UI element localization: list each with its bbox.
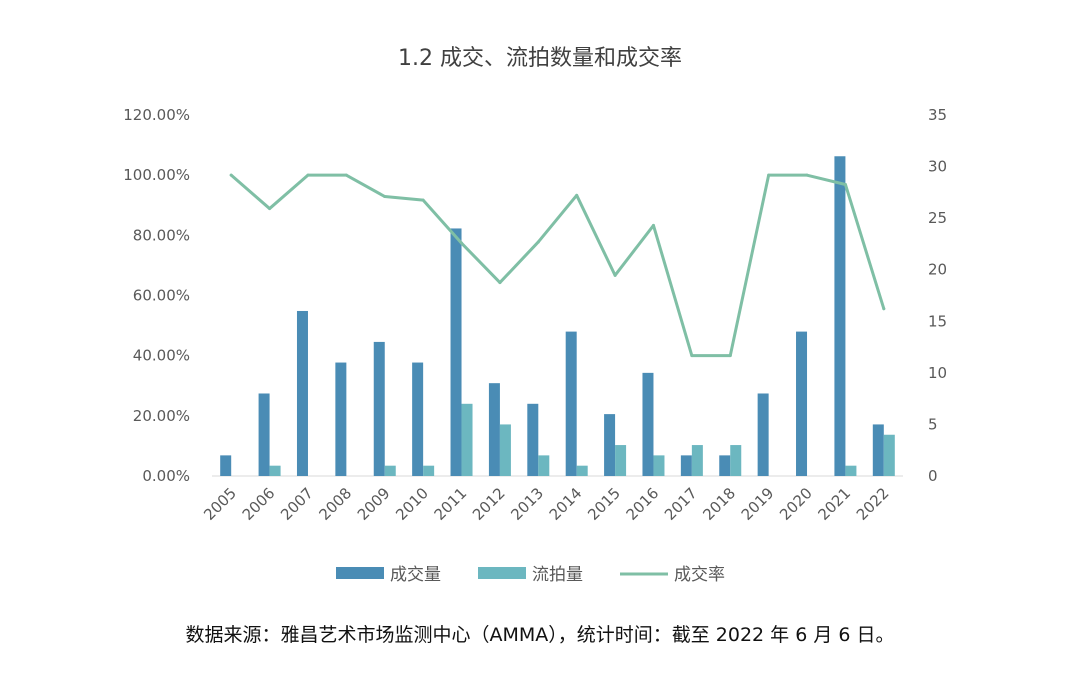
bar-deal-volume <box>220 455 232 476</box>
bar-deal-volume <box>680 455 692 476</box>
bar-deal-volume <box>642 372 654 476</box>
line-deal-rate-point <box>575 193 579 197</box>
line-deal-rate-point <box>383 195 387 199</box>
line-deal-rate-point <box>268 207 272 211</box>
line-deal-rate-point <box>229 173 233 177</box>
line-deal-rate-point <box>498 281 502 285</box>
x-tick-label: 2019 <box>738 484 778 524</box>
x-tick-label: 2008 <box>315 484 355 524</box>
right-tick-label: 10 <box>928 364 947 382</box>
source-note: 数据来源：雅昌艺术市场监测中心（AMMA），统计时间：截至 2022 年 6 月… <box>185 624 895 646</box>
x-tick-label: 2011 <box>431 484 471 524</box>
x-tick-label: 2017 <box>661 484 701 524</box>
bar-unsold-volume <box>499 424 511 476</box>
left-tick-label: 60.00% <box>133 287 190 305</box>
x-tick-label: 2020 <box>776 484 816 524</box>
x-axis-ticks: 2005200620072008200920102011201220132014… <box>200 484 892 524</box>
x-tick-label: 2013 <box>507 484 547 524</box>
bar-unsold-volume <box>576 465 588 476</box>
x-tick-label: 2006 <box>239 484 279 524</box>
line-deal-rate-point <box>882 307 886 311</box>
bar-deal-volume <box>604 414 616 476</box>
x-tick-label: 2014 <box>546 484 586 524</box>
left-tick-label: 100.00% <box>123 166 190 184</box>
bar-deal-volume <box>527 403 539 476</box>
bar-unsold-volume <box>730 445 742 476</box>
bar-unsold-volume <box>883 434 895 476</box>
right-tick-label: 5 <box>928 415 938 433</box>
legend-swatch <box>478 567 526 579</box>
x-tick-label: 2007 <box>277 484 317 524</box>
bar-unsold-volume <box>423 465 435 476</box>
left-tick-label: 120.00% <box>123 106 190 124</box>
left-y-axis: 0.00% 20.00% 40.00% 60.00% 80.00% 100.00% 120.… <box>123 106 190 485</box>
x-tick-label: 2012 <box>469 484 509 524</box>
bar-deal-volume <box>757 393 769 476</box>
bar-unsold-volume <box>691 445 703 476</box>
right-tick-label: 30 <box>928 158 947 176</box>
legend-swatch <box>336 567 384 579</box>
combo-chart: 0.00% 20.00% 40.00% 60.00% 80.00% 100.00% 120.… <box>123 106 947 585</box>
right-tick-label: 15 <box>928 312 947 330</box>
x-tick-label: 2009 <box>354 484 394 524</box>
bar-unsold-volume <box>269 465 281 476</box>
x-tick-label: 2018 <box>699 484 739 524</box>
line-deal-rate-point <box>767 173 771 177</box>
legend-label: 成交量 <box>390 565 441 585</box>
line-deal-rate-point <box>805 173 809 177</box>
x-tick-label: 2005 <box>200 484 240 524</box>
left-tick-label: 20.00% <box>133 407 190 425</box>
x-tick-label: 2021 <box>815 484 855 524</box>
line-deal-rate-point <box>728 354 732 358</box>
bar-unsold-volume <box>461 403 473 476</box>
legend-label: 流拍量 <box>532 565 583 585</box>
right-y-axis: 0 5 10 15 20 25 30 35 <box>928 106 947 485</box>
line-deal-rate-point <box>613 273 617 277</box>
bar-deal-volume <box>412 362 424 476</box>
x-tick-label: 2022 <box>853 484 893 524</box>
bar-deal-volume <box>296 310 308 476</box>
bar-deal-volume <box>872 424 884 476</box>
legend: 成交量 流拍量 成交率 <box>336 565 725 585</box>
line-deal-rate-point <box>421 198 425 202</box>
x-tick-label: 2015 <box>584 484 624 524</box>
line-series <box>229 173 886 358</box>
bar-unsold-volume <box>538 455 550 476</box>
bar-unsold-volume <box>653 455 665 476</box>
line-deal-rate-point <box>651 223 655 227</box>
x-tick-label: 2010 <box>392 484 432 524</box>
left-tick-label: 40.00% <box>133 347 190 365</box>
bar-deal-volume <box>719 455 731 476</box>
line-deal-rate-point <box>536 240 540 244</box>
x-tick-label: 2016 <box>623 484 663 524</box>
bar-deal-volume <box>450 228 462 476</box>
line-deal-rate-point <box>460 241 464 245</box>
line-deal-rate <box>229 173 886 358</box>
bar-unsold-volume <box>384 465 396 476</box>
line-deal-rate-point <box>344 173 348 177</box>
bar-deal-volume <box>488 383 500 476</box>
bar-deal-volume <box>373 341 385 476</box>
bar-deal-volume <box>565 331 577 476</box>
chart-title: 1.2 成交、流拍数量和成交率 <box>398 46 682 71</box>
left-tick-label: 0.00% <box>142 467 190 485</box>
line-deal-rate-point <box>690 354 694 358</box>
bar-unsold-volume <box>615 445 627 476</box>
line-deal-rate-point <box>843 182 847 186</box>
left-tick-label: 80.00% <box>133 226 190 244</box>
bar-deal-volume <box>834 156 846 476</box>
legend-label: 成交率 <box>674 565 725 585</box>
bar-unsold-volume <box>845 465 857 476</box>
right-tick-label: 20 <box>928 261 947 279</box>
line-deal-rate-point <box>306 173 310 177</box>
bar-series <box>220 156 895 476</box>
bar-deal-volume <box>258 393 270 476</box>
bar-deal-volume <box>335 362 347 476</box>
right-tick-label: 0 <box>928 467 938 485</box>
bar-deal-volume <box>796 331 808 476</box>
right-tick-label: 25 <box>928 209 947 227</box>
right-tick-label: 35 <box>928 106 947 124</box>
